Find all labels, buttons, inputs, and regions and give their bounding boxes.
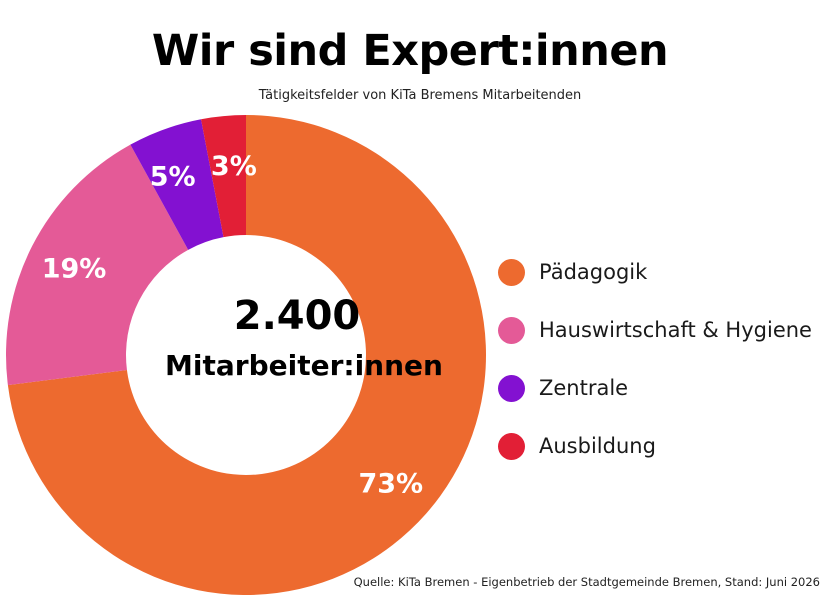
slice-label-1: 19% — [42, 253, 107, 284]
chart-title: Wir sind Expert:innen — [151, 26, 669, 76]
chart-subtitle: Tätigkeitsfelder von KiTa Bremens Mitarb… — [258, 88, 582, 103]
legend-label: Zentrale — [539, 376, 629, 400]
center-value: 2.400 — [234, 293, 361, 339]
legend-item-2: Zentrale — [498, 359, 812, 417]
legend-swatch — [498, 432, 525, 460]
slice-label-2: 5% — [150, 161, 196, 192]
legend-item-1: Hauswirtschaft & Hygiene — [498, 301, 812, 359]
donut-slices — [5, 115, 486, 596]
legend-swatch — [498, 316, 525, 344]
legend-label: Ausbildung — [539, 434, 656, 458]
source-note: Quelle: KiTa Bremen - Eigenbetrieb der S… — [353, 575, 820, 589]
center-label: Mitarbeiter:innen — [165, 349, 443, 382]
slice-2 — [130, 119, 224, 250]
legend-label: Pädagogik — [539, 260, 648, 284]
slice-1 — [5, 144, 189, 386]
chart-legend: Pädagogik Hauswirtschaft & Hygiene Zentral… — [498, 243, 812, 475]
slice-label-3: 3% — [211, 151, 257, 182]
slice-label-0: 73% — [358, 469, 423, 500]
slice-labels: 73% 19% 5% 3% — [42, 151, 423, 500]
legend-swatch — [498, 374, 525, 402]
slice-0 — [7, 115, 486, 596]
legend-item-0: Pädagogik — [498, 243, 812, 301]
legend-item-3: Ausbildung — [498, 417, 812, 475]
legend-label: Hauswirtschaft & Hygiene — [539, 318, 812, 342]
slice-3 — [201, 115, 246, 238]
legend-swatch — [498, 258, 525, 286]
